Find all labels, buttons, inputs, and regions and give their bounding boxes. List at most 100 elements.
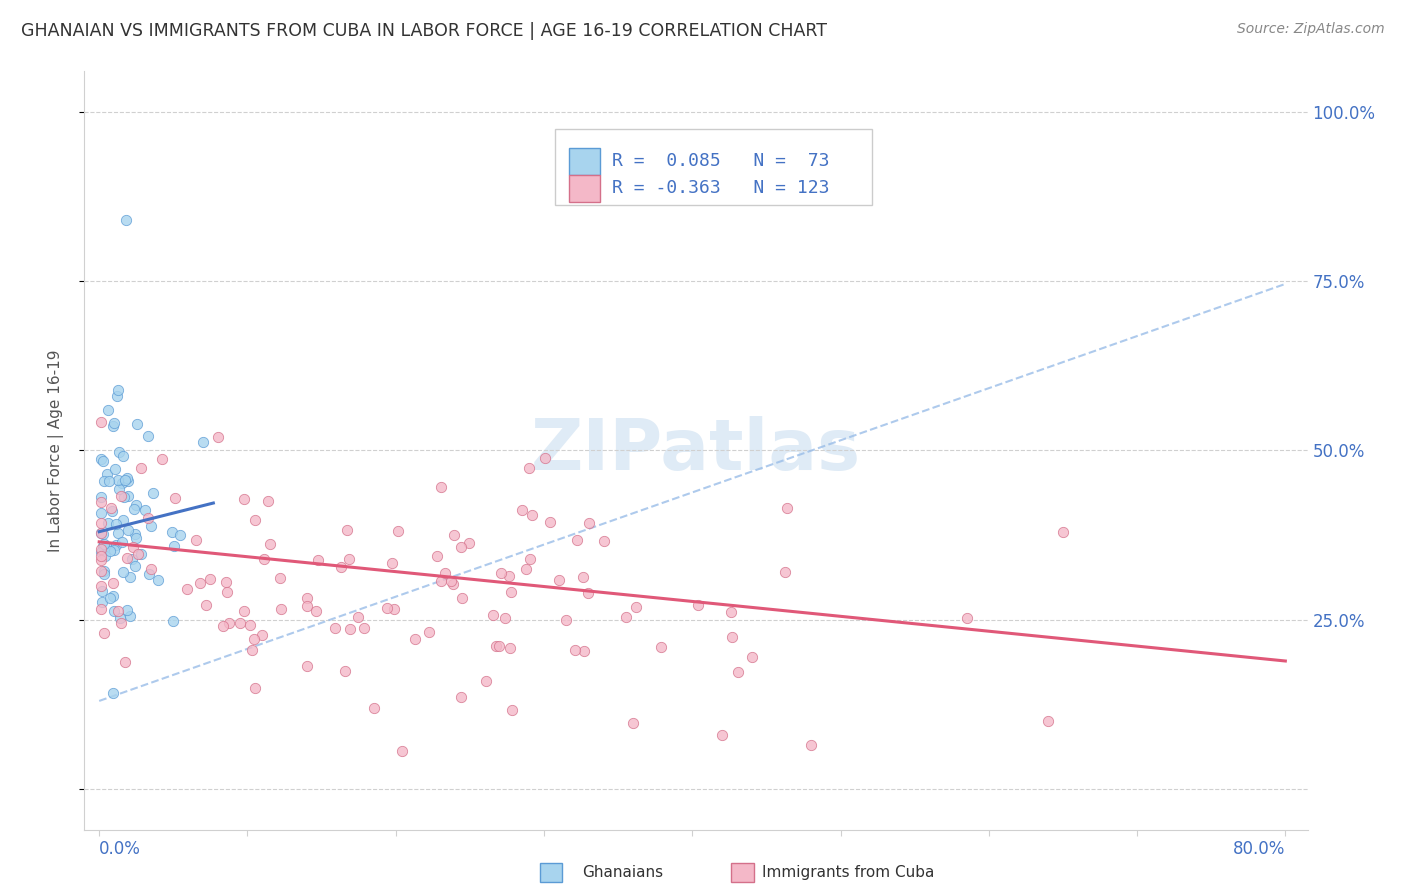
- Point: [91, 454, 114, 468]
- Text: R = -0.363   N = 123: R = -0.363 N = 123: [612, 179, 830, 197]
- Point: [450, 591, 472, 605]
- Point: [720, 630, 742, 644]
- Point: [1052, 524, 1074, 539]
- Point: [499, 641, 522, 656]
- Point: [614, 609, 637, 624]
- Point: [555, 613, 578, 627]
- Point: [124, 559, 146, 574]
- Point: [90, 565, 112, 579]
- Point: [139, 562, 162, 576]
- Point: [162, 539, 184, 553]
- Point: [100, 501, 122, 516]
- Point: [576, 585, 599, 599]
- Point: [118, 608, 141, 623]
- Point: [101, 503, 124, 517]
- Point: [107, 604, 129, 618]
- Point: [97, 516, 120, 530]
- Point: [482, 608, 505, 623]
- Point: [686, 598, 709, 612]
- Point: [233, 604, 256, 618]
- Point: [142, 486, 165, 500]
- Point: [626, 600, 648, 615]
- Point: [211, 618, 233, 632]
- Point: [418, 625, 440, 640]
- Point: [450, 540, 472, 554]
- Point: [105, 389, 128, 403]
- Point: [127, 547, 149, 561]
- Point: [257, 493, 280, 508]
- Point: [90, 553, 112, 567]
- Point: [512, 503, 534, 517]
- Point: [307, 552, 329, 566]
- Point: [339, 622, 361, 636]
- Point: [194, 598, 217, 612]
- Point: [269, 571, 291, 585]
- Point: [346, 610, 368, 624]
- Point: [710, 728, 733, 742]
- Point: [650, 640, 672, 654]
- Point: [176, 582, 198, 596]
- Point: [93, 567, 115, 582]
- Point: [129, 461, 152, 475]
- Point: [430, 574, 453, 589]
- Point: [110, 615, 132, 630]
- Point: [162, 614, 184, 628]
- Point: [450, 690, 472, 705]
- Point: [96, 467, 118, 481]
- Point: [494, 611, 516, 625]
- Point: [259, 537, 281, 551]
- Text: GHANAIAN VS IMMIGRANTS FROM CUBA IN LABOR FORCE | AGE 16-19 CORRELATION CHART: GHANAIAN VS IMMIGRANTS FROM CUBA IN LABO…: [21, 22, 827, 40]
- Point: [124, 527, 146, 541]
- Point: [443, 528, 465, 542]
- Point: [93, 537, 115, 551]
- Point: [90, 490, 112, 504]
- Point: [382, 601, 405, 615]
- Point: [127, 417, 149, 432]
- Point: [215, 574, 238, 589]
- Point: [295, 659, 318, 673]
- Point: [114, 655, 136, 669]
- Point: [93, 549, 115, 564]
- Point: [91, 527, 114, 541]
- Point: [572, 570, 595, 584]
- Point: [111, 476, 134, 491]
- Point: [538, 515, 561, 529]
- Point: [565, 533, 588, 547]
- Point: [425, 549, 447, 563]
- Point: [498, 569, 520, 583]
- Point: [138, 567, 160, 582]
- Point: [333, 665, 356, 679]
- Point: [520, 508, 543, 523]
- Point: [93, 625, 115, 640]
- Point: [429, 480, 451, 494]
- Point: [111, 513, 134, 527]
- Point: [104, 516, 127, 531]
- Y-axis label: In Labor Force | Age 16-19: In Labor Force | Age 16-19: [48, 349, 63, 552]
- Point: [98, 591, 121, 605]
- Point: [533, 451, 555, 466]
- Point: [122, 541, 145, 555]
- Point: [165, 491, 187, 505]
- Point: [353, 621, 375, 635]
- Point: [485, 639, 508, 653]
- Point: [91, 584, 114, 599]
- Point: [218, 616, 240, 631]
- Point: [104, 462, 127, 476]
- Point: [125, 532, 148, 546]
- Point: [404, 632, 426, 647]
- Point: [103, 418, 125, 433]
- Point: [111, 565, 134, 579]
- Point: [727, 665, 749, 679]
- Point: [94, 539, 117, 553]
- Point: [90, 595, 112, 609]
- Text: Immigrants from Cuba: Immigrants from Cuba: [762, 865, 935, 880]
- Point: [336, 524, 359, 538]
- Point: [136, 429, 159, 443]
- Text: 0.0%: 0.0%: [100, 839, 141, 858]
- Point: [519, 552, 541, 566]
- Point: [107, 383, 129, 397]
- Point: [956, 611, 979, 625]
- Point: [501, 703, 523, 717]
- Point: [90, 452, 112, 467]
- Point: [90, 506, 112, 520]
